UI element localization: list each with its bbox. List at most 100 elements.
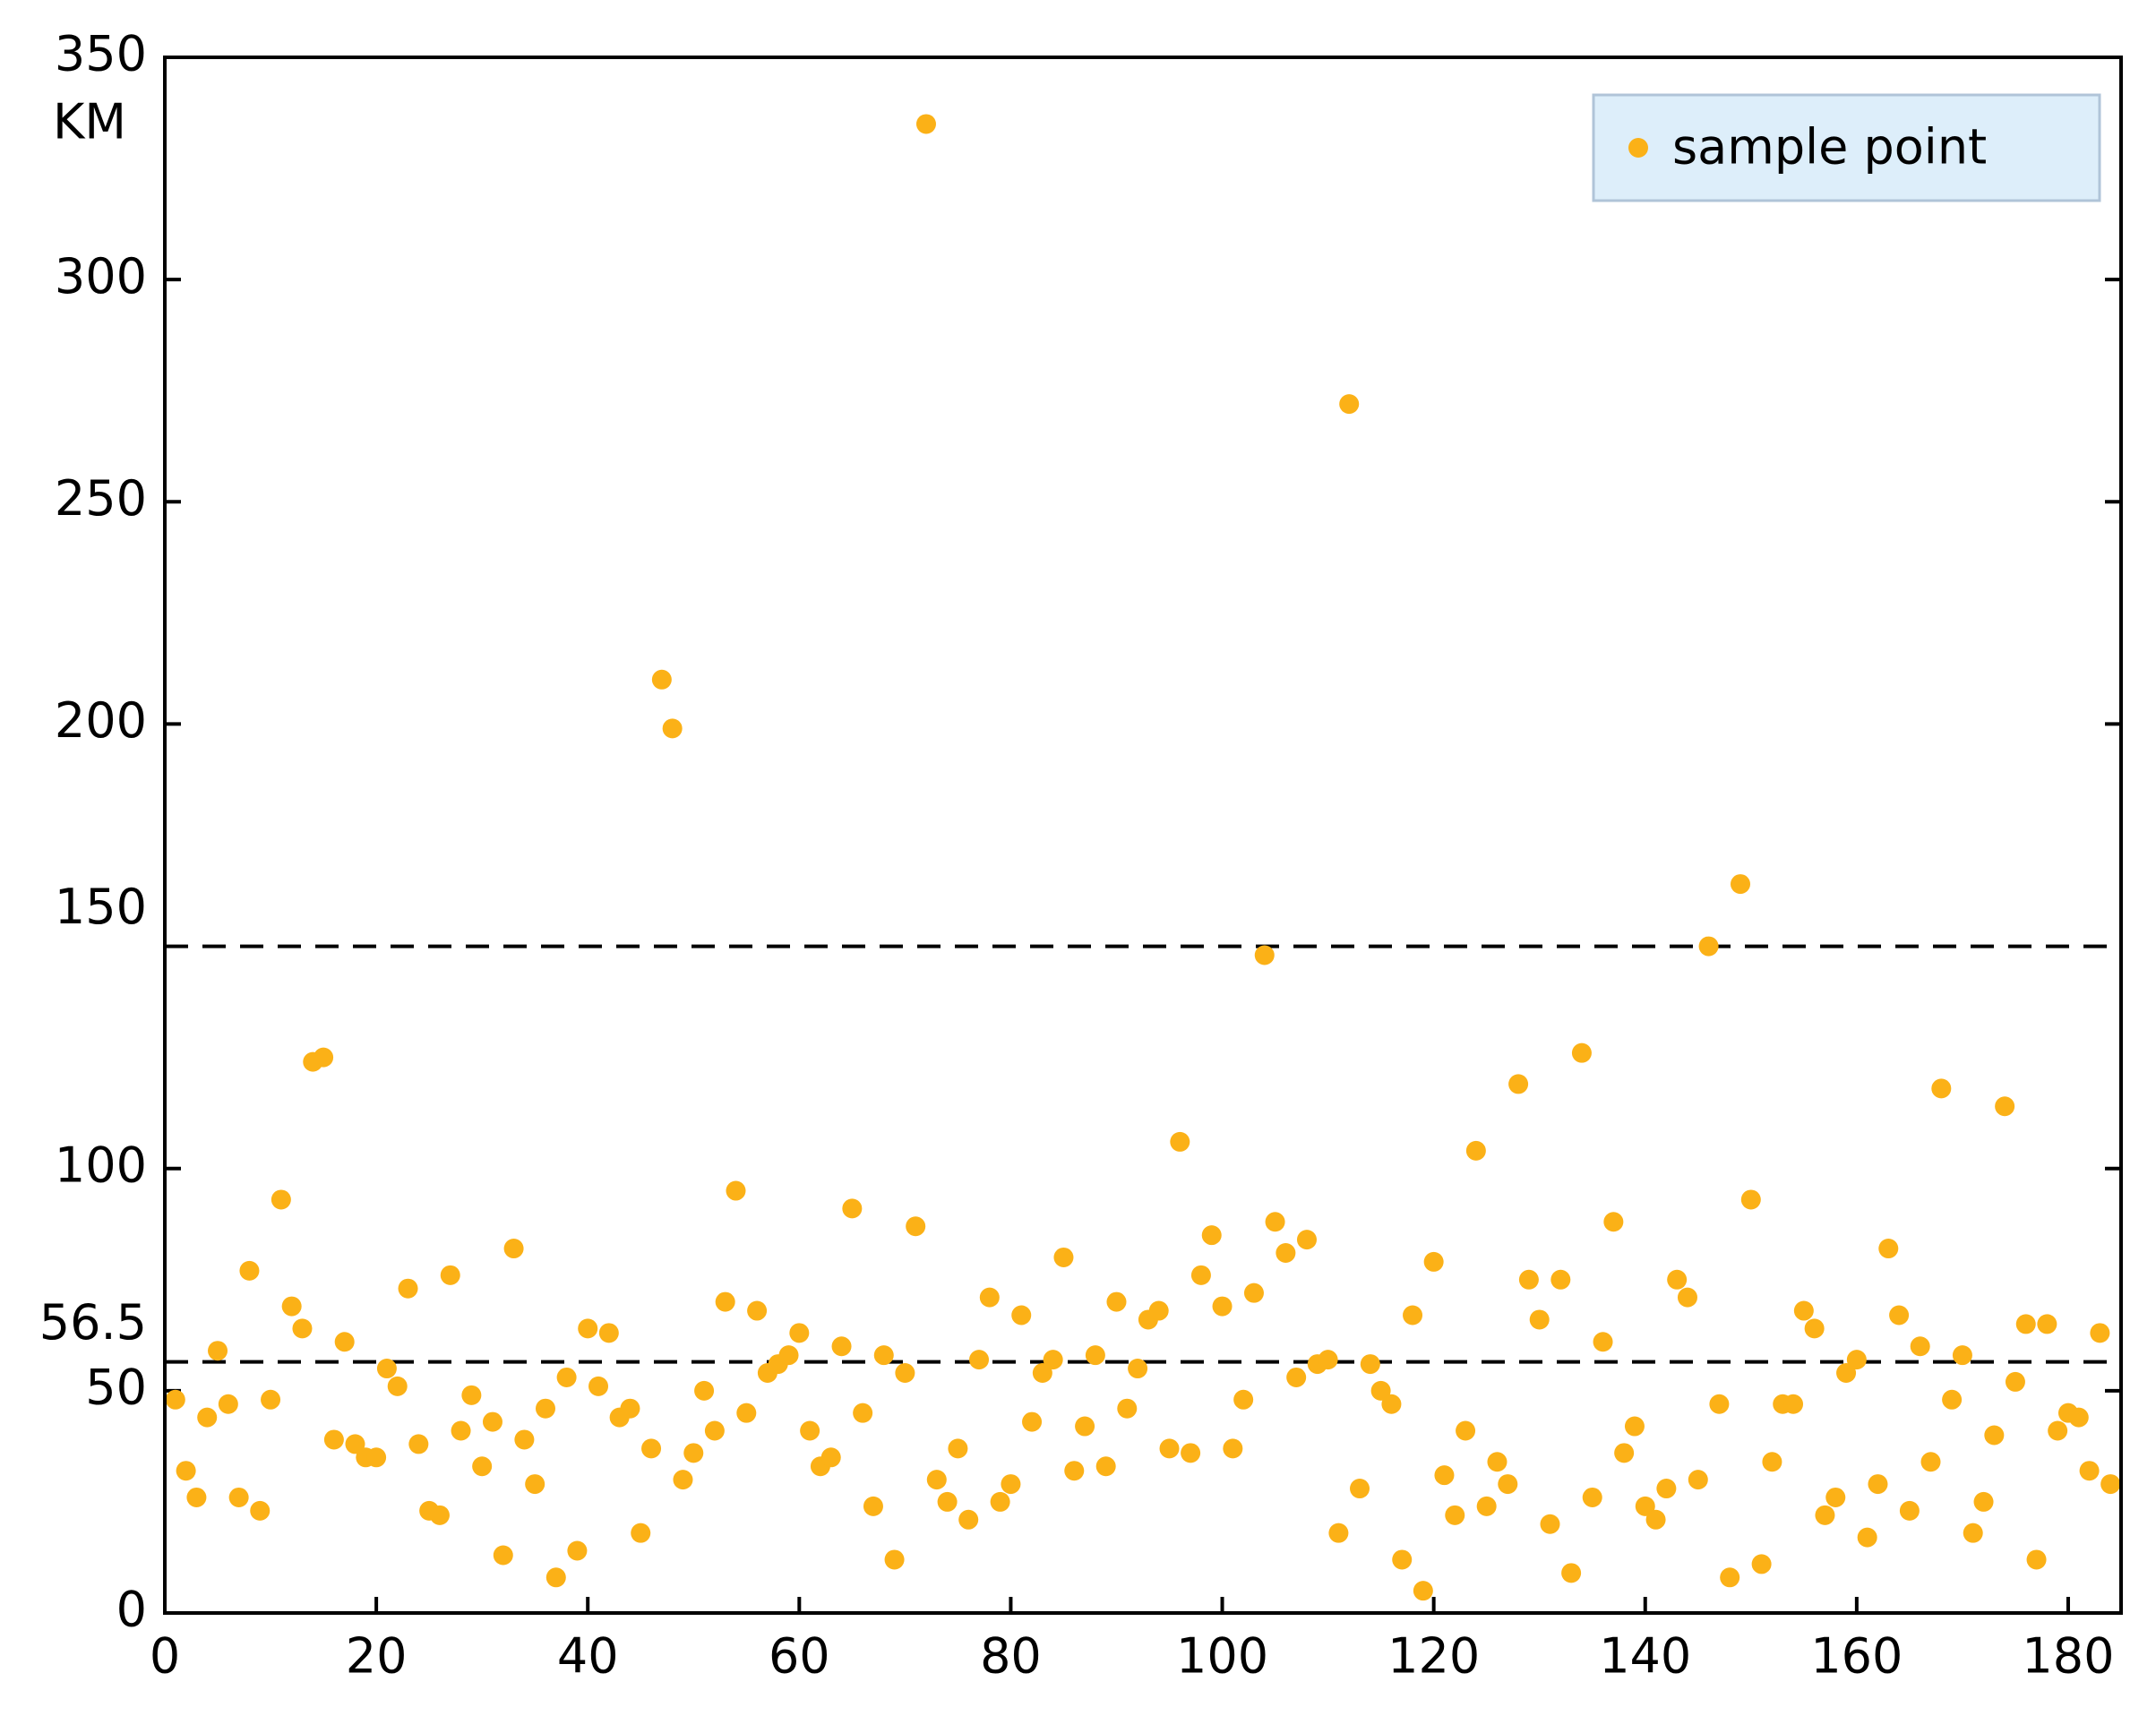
point [1053,1247,1074,1267]
point [1233,1389,1254,1410]
point [1392,1549,1413,1570]
point [853,1403,873,1423]
point [1064,1461,1085,1481]
point [197,1407,218,1428]
point [1318,1350,1338,1370]
point [208,1341,228,1361]
point [1645,1509,1666,1530]
point [1423,1251,1444,1272]
point [990,1491,1010,1512]
point [673,1470,693,1490]
point [1159,1438,1180,1459]
point [398,1278,418,1299]
y-tick-label: 150 [55,879,147,935]
point [631,1523,651,1543]
point [1075,1416,1095,1437]
point [842,1198,863,1219]
point [598,1323,619,1343]
point [1265,1212,1285,1232]
point [1276,1243,1296,1264]
x-tick-label: 80 [980,1628,1042,1685]
point [1857,1527,1877,1548]
point [694,1380,715,1401]
legend-box [1592,93,2101,202]
point [1032,1363,1052,1384]
point [1720,1567,1740,1588]
point [1445,1505,1465,1525]
point [1825,1487,1846,1507]
point [704,1420,725,1441]
point [1328,1523,1349,1543]
point [662,718,683,739]
x-tick-label: 120 [1387,1628,1480,1685]
point [736,1403,757,1423]
point [820,1447,841,1468]
point [1920,1452,1941,1472]
point [535,1398,555,1419]
point [926,1470,947,1490]
point [1751,1554,1772,1574]
point [1223,1438,1243,1459]
point [1731,874,1751,895]
point [1878,1239,1899,1259]
point [1043,1350,1063,1370]
y-tick-label: 100 [55,1137,147,1193]
point [1476,1496,1497,1516]
point [747,1300,768,1321]
point [895,1363,915,1384]
plot-frame [163,56,2123,1615]
point [715,1291,735,1312]
point [281,1296,302,1317]
point [165,1389,185,1410]
point [1148,1300,1169,1321]
y-tick-label: 350 [55,26,147,82]
point [1181,1443,1201,1463]
point [1212,1296,1233,1317]
point [1170,1131,1190,1152]
point [979,1287,1000,1308]
x-tick-label: 0 [150,1628,180,1685]
point [641,1438,662,1459]
point [323,1429,344,1450]
point [2005,1371,2025,1392]
x-tick-label: 180 [2022,1628,2114,1685]
point [1942,1389,1963,1410]
point [1995,1096,2015,1117]
point [1846,1350,1867,1370]
point [906,1216,926,1237]
point [472,1456,493,1477]
point [514,1429,535,1450]
point [1117,1398,1138,1419]
legend-marker [1628,138,1648,158]
x-tick-label: 160 [1810,1628,1903,1685]
point [2015,1314,2036,1334]
point [1793,1300,1814,1321]
point [1899,1500,1920,1521]
point [482,1411,502,1432]
point [1614,1443,1635,1463]
point [1783,1394,1804,1414]
y-tick-label: 50 [85,1359,147,1415]
point [1465,1140,1486,1161]
point [831,1336,852,1357]
x-tick-label: 40 [557,1628,619,1685]
point [1128,1359,1148,1379]
point [578,1318,598,1339]
point [2079,1461,2100,1481]
point [429,1505,450,1525]
point [873,1345,894,1366]
point [218,1394,238,1414]
point [2068,1407,2089,1428]
point [1963,1523,1983,1543]
point [545,1567,566,1588]
point [1529,1309,1550,1330]
point [1360,1354,1380,1375]
point [345,1434,365,1454]
point [2037,1314,2057,1334]
point [334,1332,355,1352]
point [778,1345,799,1366]
point [1413,1581,1433,1601]
y-tick-label: 0 [116,1582,147,1638]
point [1487,1452,1507,1472]
